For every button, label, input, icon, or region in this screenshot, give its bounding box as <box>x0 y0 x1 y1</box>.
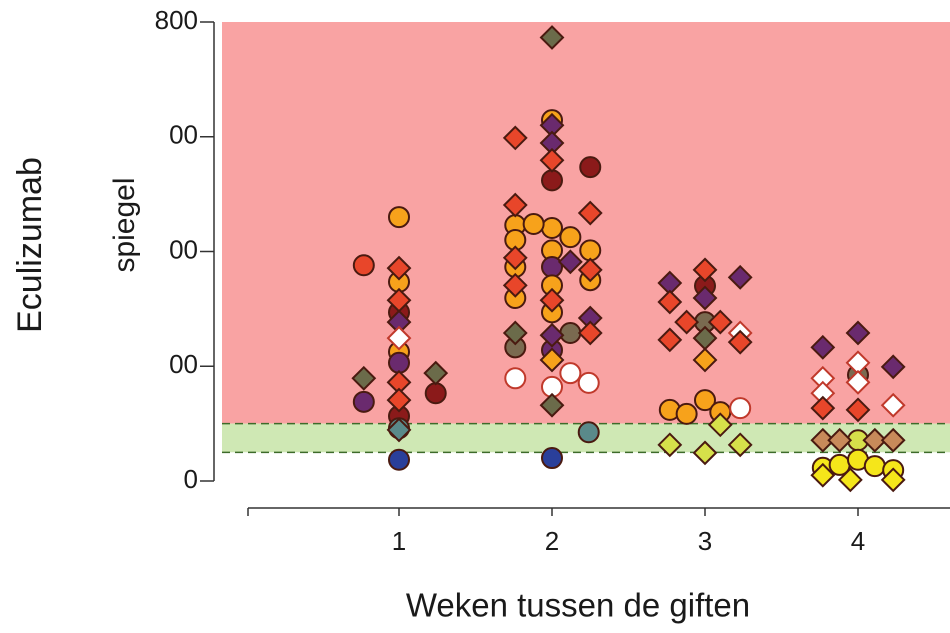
data-point <box>845 369 871 395</box>
data-point <box>388 351 410 374</box>
data-point <box>504 367 527 390</box>
data-point <box>880 467 906 493</box>
data-point <box>880 354 906 380</box>
data-point <box>880 392 906 418</box>
data-point <box>577 200 603 226</box>
data-point <box>727 264 753 290</box>
data-point <box>502 192 528 218</box>
data-point <box>692 440 718 466</box>
data-point <box>352 254 375 277</box>
data-point <box>502 125 528 151</box>
data-point <box>579 156 602 179</box>
data-point <box>577 371 600 394</box>
data-point <box>539 347 565 373</box>
data-point <box>675 402 698 425</box>
data-point <box>657 327 683 353</box>
y-tick-label: 00 <box>169 349 198 379</box>
data-point <box>502 245 528 271</box>
data-point <box>539 147 565 173</box>
data-point <box>541 255 563 278</box>
data-point <box>862 427 888 453</box>
data-point <box>692 257 718 283</box>
data-point <box>351 365 377 391</box>
data-point <box>692 347 718 373</box>
data-point <box>539 392 565 418</box>
data-point <box>541 216 563 239</box>
data-point <box>837 467 863 493</box>
x-tick-label: 4 <box>851 526 865 556</box>
data-point <box>522 212 545 235</box>
plot-area <box>222 22 950 493</box>
data-point <box>577 320 603 346</box>
data-point <box>810 462 836 488</box>
data-point <box>880 427 906 453</box>
data-point <box>386 417 412 443</box>
x-axis-label: Weken tussen de giften <box>406 587 750 624</box>
data-point <box>539 322 565 348</box>
data-point <box>707 309 733 335</box>
data-point <box>577 421 600 444</box>
y-tick-label: 00 <box>169 234 198 264</box>
data-point <box>845 397 871 423</box>
y-axis-label: spiegel <box>108 177 141 272</box>
reference-band <box>222 22 950 424</box>
data-point <box>657 289 683 315</box>
data-point <box>729 397 752 420</box>
data-point <box>810 334 836 360</box>
y-axis-label: Eculizumab <box>11 157 49 333</box>
data-point <box>557 249 583 275</box>
data-point <box>424 382 447 405</box>
x-tick-label: 2 <box>545 526 559 556</box>
data-point <box>502 320 528 346</box>
data-point <box>541 169 563 192</box>
data-point <box>827 427 853 453</box>
data-point <box>423 360 449 386</box>
data-point <box>386 255 412 281</box>
y-tick-label: 00 <box>169 120 198 150</box>
data-point <box>559 321 582 344</box>
data-point <box>541 447 563 470</box>
data-point <box>863 455 886 478</box>
data-point <box>694 389 716 412</box>
data-point <box>539 287 565 313</box>
data-point <box>674 309 700 335</box>
data-point <box>727 329 753 355</box>
data-point <box>727 432 753 458</box>
data-point <box>539 25 565 50</box>
data-point <box>388 448 410 471</box>
x-tick-label: 1 <box>392 526 406 556</box>
data-point <box>386 387 412 413</box>
data-point <box>388 206 410 229</box>
data-point <box>386 325 412 351</box>
data-point <box>845 320 871 346</box>
data-point <box>352 390 375 413</box>
data-point <box>579 239 602 262</box>
data-point <box>559 226 582 249</box>
data-point <box>692 285 718 311</box>
data-point <box>707 412 733 438</box>
data-point <box>502 272 528 298</box>
data-point <box>810 395 836 421</box>
data-point <box>657 432 683 458</box>
data-point <box>559 362 582 385</box>
y-tick-label: 0 <box>184 464 198 494</box>
data-point <box>577 257 603 283</box>
y-tick-label: 800 <box>155 5 198 35</box>
x-tick-label: 3 <box>698 526 712 556</box>
data-point <box>810 427 836 453</box>
